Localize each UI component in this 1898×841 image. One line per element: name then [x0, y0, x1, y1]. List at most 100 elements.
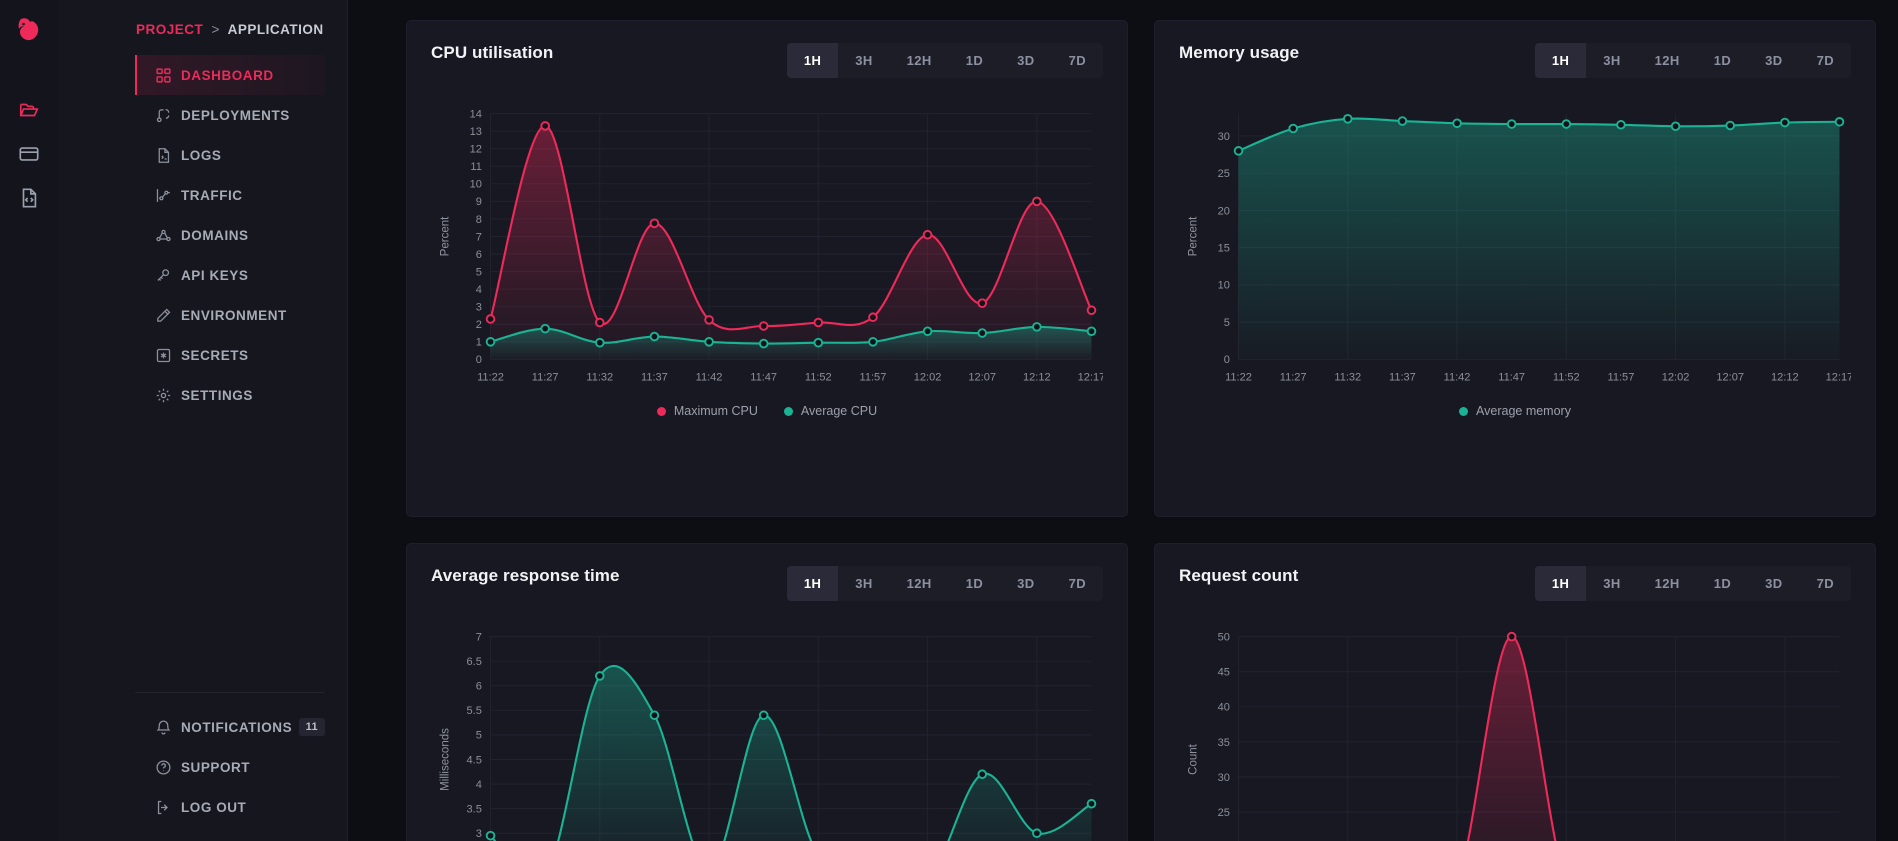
sidebar-item-notifications[interactable]: NOTIFICATIONS 11 [135, 707, 325, 747]
asterisk-box-icon [155, 347, 181, 364]
range-3d[interactable]: 3D [1000, 566, 1051, 601]
svg-text:11:47: 11:47 [1498, 371, 1525, 383]
logout-icon [155, 799, 181, 816]
sidebar-item-traffic[interactable]: TRAFFIC [135, 175, 325, 215]
breadcrumb: PROJECT > APPLICATION [58, 0, 347, 51]
range-7d[interactable]: 7D [1800, 566, 1851, 601]
range-selector-response: 1H 3H 12H 1D 3D 7D [786, 566, 1103, 601]
legend-item[interactable]: Average CPU [783, 404, 878, 418]
svg-text:11:37: 11:37 [1389, 371, 1416, 383]
sidebar-item-logs[interactable]: LOGS [135, 135, 325, 175]
range-1d[interactable]: 1D [1697, 43, 1748, 78]
sidebar-divider [135, 692, 325, 693]
svg-text:11:27: 11:27 [1280, 371, 1307, 383]
range-1h[interactable]: 1H [786, 43, 839, 78]
range-1d[interactable]: 1D [949, 43, 1000, 78]
credit-card-icon [18, 143, 40, 165]
chart-svg: 152025303540455011:2211:2711:3211:3711:4… [1187, 631, 1840, 841]
file-code-icon [18, 187, 40, 209]
svg-text:12:02: 12:02 [914, 371, 942, 383]
range-7d[interactable]: 7D [1052, 43, 1103, 78]
rail-item-billing[interactable] [14, 139, 44, 169]
chart-response[interactable]: 22.533.544.555.566.5711:2211:2711:3211:3… [431, 627, 1103, 841]
svg-text:10: 10 [470, 179, 482, 191]
svg-text:2: 2 [476, 319, 482, 331]
chart-requests[interactable]: 152025303540455011:2211:2711:3211:3711:4… [1179, 627, 1851, 841]
svg-text:1: 1 [476, 337, 482, 349]
sidebar-bottom: NOTIFICATIONS 11 SUPPORT LOG OUT [58, 692, 347, 827]
folder-open-icon [18, 99, 40, 121]
range-3d[interactable]: 3D [1000, 43, 1051, 78]
svg-text:Milliseconds: Milliseconds [439, 728, 451, 791]
range-1h[interactable]: 1H [1534, 566, 1587, 601]
legend-item[interactable]: Average memory [1459, 404, 1571, 418]
svg-text:12:17: 12:17 [1826, 371, 1851, 383]
sidebar: PROJECT > APPLICATION DASHBOARD DEPLOYME… [58, 0, 348, 841]
rail-item-folder-open[interactable] [14, 95, 44, 125]
range-selector-cpu: 1H 3H 12H 1D 3D 7D [786, 43, 1103, 78]
svg-text:11:42: 11:42 [1444, 371, 1471, 383]
range-7d[interactable]: 7D [1052, 566, 1103, 601]
range-12h[interactable]: 12H [890, 43, 949, 78]
breadcrumb-project[interactable]: PROJECT [136, 22, 204, 37]
range-12h[interactable]: 12H [890, 566, 949, 601]
range-3h[interactable]: 3H [1586, 43, 1637, 78]
svg-text:12: 12 [470, 144, 482, 156]
legend-swatch [783, 406, 793, 416]
chart-cpu[interactable]: 0 1 2 3 4 5 6 7 8 9 10 11 12 13 14 11:22 11:27 11:32 11:37… [431, 104, 1103, 392]
svg-text:12:07: 12:07 [1716, 371, 1744, 383]
svg-text:11:52: 11:52 [1553, 371, 1580, 383]
svg-text:11:32: 11:32 [1334, 371, 1361, 383]
sidebar-item-secrets[interactable]: SECRETS [135, 335, 325, 375]
sidebar-item-dashboard[interactable]: DASHBOARD [135, 55, 325, 95]
nestjs-cat-logo[interactable] [12, 14, 46, 53]
sidebar-item-support[interactable]: SUPPORT [135, 747, 325, 787]
rail-item-docs[interactable] [14, 183, 44, 213]
pencil-icon [155, 307, 181, 324]
breadcrumb-separator: > [211, 22, 220, 37]
svg-text:45: 45 [1218, 667, 1230, 679]
svg-text:11: 11 [470, 161, 481, 173]
legend-item[interactable]: Maximum CPU [656, 404, 758, 418]
range-1h[interactable]: 1H [786, 566, 839, 601]
range-3h[interactable]: 3H [838, 43, 889, 78]
range-7d[interactable]: 7D [1800, 43, 1851, 78]
domains-icon [155, 227, 181, 244]
card-title: Average response time [431, 566, 620, 585]
svg-text:35: 35 [1218, 737, 1230, 749]
sidebar-item-label: DASHBOARD [181, 67, 274, 83]
sidebar-item-deployments[interactable]: DEPLOYMENTS [135, 95, 325, 135]
svg-text:6.5: 6.5 [467, 656, 482, 668]
range-12h[interactable]: 12H [1638, 566, 1697, 601]
range-1d[interactable]: 1D [949, 566, 1000, 601]
range-1d[interactable]: 1D [1697, 566, 1748, 601]
card-title: Request count [1179, 566, 1299, 585]
legend-label: Average CPU [800, 404, 878, 418]
sidebar-item-environment[interactable]: ENVIRONMENT [135, 295, 325, 335]
range-12h[interactable]: 12H [1638, 43, 1697, 78]
range-1h[interactable]: 1H [1534, 43, 1587, 78]
sidebar-item-api-keys[interactable]: API KEYS [135, 255, 325, 295]
range-3d[interactable]: 3D [1748, 43, 1799, 78]
svg-text:20: 20 [1218, 205, 1230, 217]
sidebar-item-settings[interactable]: SETTINGS [135, 375, 325, 415]
range-3h[interactable]: 3H [838, 566, 889, 601]
help-circle-icon [155, 759, 181, 776]
breadcrumb-application[interactable]: APPLICATION [227, 22, 324, 37]
sidebar-item-label: TRAFFIC [181, 187, 243, 203]
card-header: CPU utilisation 1H 3H 12H 1D 3D 7D [431, 43, 1103, 78]
sidebar-item-log-out[interactable]: LOG OUT [135, 787, 325, 827]
svg-text:0: 0 [1224, 354, 1230, 366]
range-3d[interactable]: 3D [1748, 566, 1799, 601]
gear-icon [155, 387, 181, 404]
svg-text:12:02: 12:02 [1662, 371, 1690, 383]
range-3h[interactable]: 3H [1586, 566, 1637, 601]
sidebar-item-domains[interactable]: DOMAINS [135, 215, 325, 255]
svg-text:4: 4 [476, 284, 482, 296]
svg-text:25: 25 [1218, 807, 1230, 819]
chart-memory[interactable]: 0 5 10 15 20 25 30 11:22 11:27 11:32 11:37 11:42 11:… [1179, 104, 1851, 392]
svg-text:5: 5 [476, 730, 482, 742]
svg-text:0: 0 [476, 354, 482, 366]
svg-text:12:07: 12:07 [968, 371, 996, 383]
card-title: Memory usage [1179, 43, 1300, 62]
